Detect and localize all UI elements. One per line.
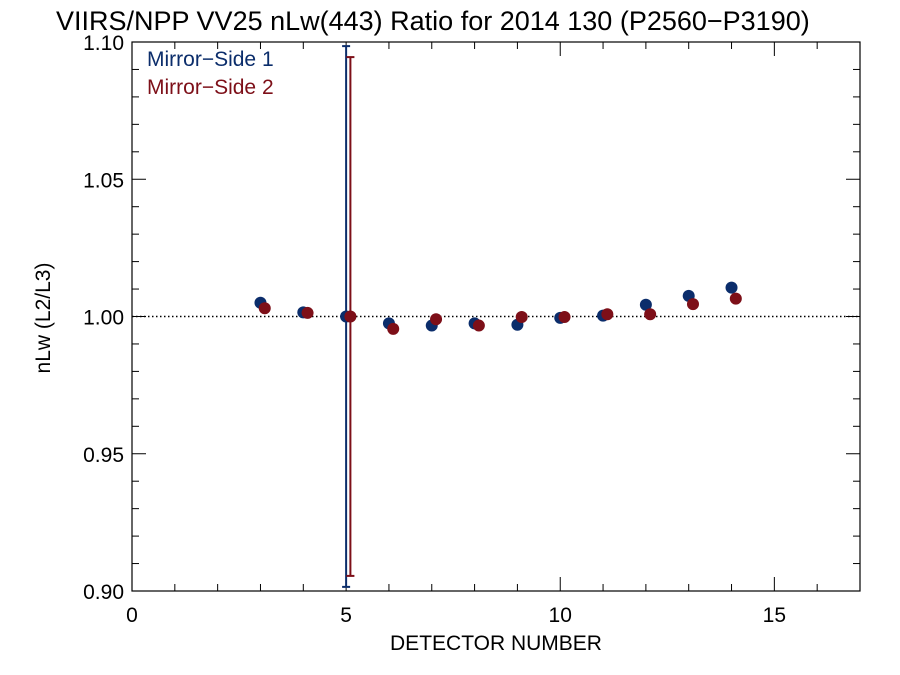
chart-title: VIIRS/NPP VV25 nLw(443) Ratio for 2014 1… (56, 6, 810, 36)
y-tick-label: 1.05 (83, 169, 124, 192)
legend-entry-2: Mirror−Side 2 (147, 76, 274, 99)
data-point-series-2 (686, 298, 699, 311)
x-tick-label: 10 (549, 604, 572, 627)
x-tick-label: 15 (763, 604, 786, 627)
data-point-series-2 (729, 292, 742, 305)
data-point-series-2 (258, 302, 271, 315)
plot-area: 0 5 10 15 0.90 0.95 1.00 1.05 1.10 (83, 32, 861, 627)
data-point-series-2 (387, 322, 400, 335)
data-point-series-2 (472, 319, 485, 332)
y-tick-label: 1.00 (83, 307, 124, 330)
y-tick-label: 0.90 (83, 581, 124, 604)
y-tick-label: 0.95 (83, 444, 124, 467)
data-point-series-2 (344, 310, 357, 323)
data-point-series-1 (639, 298, 652, 311)
x-axis-label: DETECTOR NUMBER (390, 632, 602, 655)
data-point-series-2 (515, 311, 528, 324)
data-point-series-2 (558, 311, 571, 324)
x-tick-label: 5 (340, 604, 352, 627)
data-point-series-2 (301, 306, 314, 319)
data-point-series-2 (601, 308, 614, 321)
y-axis-label: nLw (L2/L3) (32, 263, 55, 374)
data-point-series-2 (430, 313, 443, 326)
data-point-series-1 (725, 281, 738, 294)
legend-entry-1: Mirror−Side 1 (147, 48, 274, 71)
data-point-series-2 (644, 308, 657, 321)
legend: Mirror−Side 1 Mirror−Side 2 (147, 48, 274, 99)
x-tick-label: 0 (126, 604, 138, 627)
y-tick-label: 1.10 (83, 32, 124, 55)
